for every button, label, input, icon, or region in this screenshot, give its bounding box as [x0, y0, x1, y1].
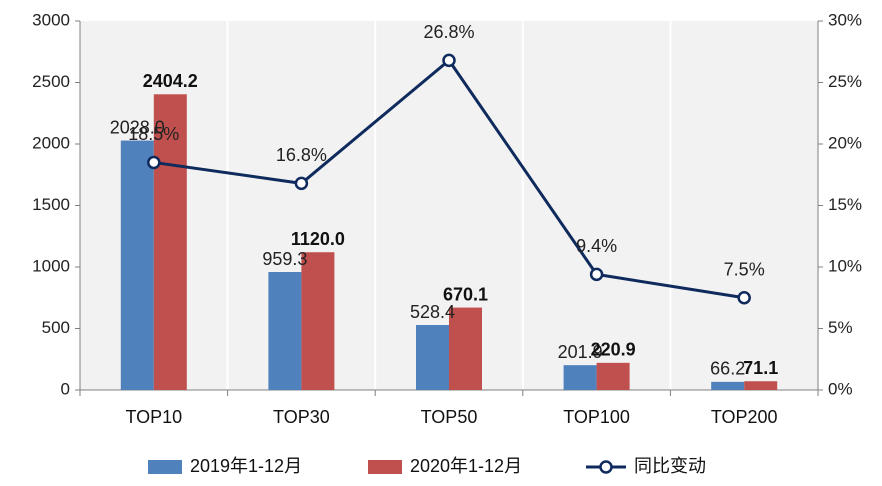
bar-2020: [301, 252, 335, 390]
bar-value-label: 201.9: [558, 342, 603, 362]
bar-value-label: 220.9: [591, 340, 636, 360]
x-tick-label: TOP100: [563, 407, 630, 427]
bar-value-label: 1120.0: [291, 229, 345, 249]
bar-value-label: 2028.0: [110, 117, 165, 137]
bar-value-label: 670.1: [443, 284, 488, 304]
bar-value-label: 528.4: [410, 302, 455, 322]
bars: [120, 94, 778, 391]
line-series: [147, 53, 751, 305]
y-left-tick-label: 0: [61, 379, 70, 398]
y-left-tick-label: 500: [42, 318, 70, 337]
y-right-tick-label: 25%: [828, 72, 862, 91]
legend-label: 2019年1-12月: [190, 456, 302, 476]
x-tick-label: TOP30: [273, 407, 330, 427]
bar-2019: [711, 381, 745, 390]
y-left-tick-label: 1500: [32, 195, 70, 214]
line-value-label: 26.8%: [423, 22, 474, 42]
line-point: [442, 53, 456, 68]
axes: 0 500 1000 1500 2000 2500 3000 0% 5% 10% 15% 20% 25%…: [32, 10, 862, 426]
line-point: [294, 176, 309, 191]
line-value-label: 7.5%: [724, 260, 765, 280]
legend-swatch: [148, 460, 182, 474]
legend-label: 2020年1-12月: [410, 456, 522, 476]
bar-2019: [120, 140, 154, 390]
y-right-tick-label: 20%: [828, 133, 862, 152]
bar-2020: [449, 307, 482, 390]
line-value-label: 16.8%: [276, 145, 327, 165]
bar-value-label: 66.2: [710, 359, 745, 379]
legend: 2019年1-12月 2020年1-12月 同比变动: [148, 456, 706, 476]
y-right-tick-label: 10%: [828, 256, 862, 275]
bar-value-label: 959.3: [262, 249, 307, 269]
y-right-tick-label: 5%: [828, 318, 853, 337]
x-tick-label: TOP200: [711, 407, 778, 427]
line-point: [737, 291, 751, 305]
bar-2020: [596, 362, 630, 390]
bar-2019: [268, 272, 302, 390]
data-labels: 2028.0 959.3 528.4 201.9 66.2 2404.2 1120.0 670…: [110, 22, 778, 378]
line-value-label: 9.4%: [576, 236, 617, 256]
bar-2019: [563, 365, 597, 390]
x-tick-label: TOP50: [421, 407, 478, 427]
bar-value-label: 2404.2: [143, 71, 198, 91]
bar-2020: [744, 381, 778, 390]
x-tick-label: TOP10: [125, 407, 182, 427]
y-right-tick-label: 30%: [828, 10, 862, 29]
legend-marker: [599, 460, 613, 474]
y-right-tick-label: 15%: [828, 195, 862, 214]
line-point: [589, 267, 604, 282]
bar-2019: [416, 325, 449, 390]
y-left-tick-label: 3000: [32, 10, 70, 29]
y-left-tick-label: 2000: [32, 133, 70, 152]
bar-2020: [153, 94, 187, 391]
legend-swatch: [368, 460, 402, 474]
y-right-tick-label: 0%: [828, 379, 853, 398]
line-point: [147, 155, 161, 170]
legend-label: 同比变动: [634, 456, 706, 476]
y-left-tick-label: 1000: [32, 256, 70, 275]
bar-value-label: 71.1: [743, 358, 778, 378]
line-value-label: 18.5%: [128, 124, 179, 144]
y-left-tick-label: 2500: [32, 72, 70, 91]
